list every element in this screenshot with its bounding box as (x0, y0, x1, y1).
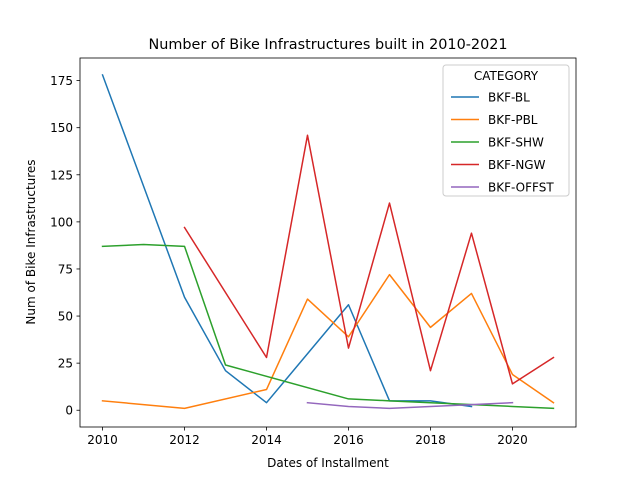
legend-title: CATEGORY (474, 69, 539, 83)
y-tick-label: 75 (58, 262, 73, 276)
x-tick-label: 2016 (333, 433, 364, 447)
legend-label: BKF-BL (488, 91, 530, 105)
y-tick-label: 125 (50, 168, 73, 182)
x-axis-label: Dates of Installment (267, 456, 389, 470)
y-tick-label: 0 (65, 404, 73, 418)
legend: CATEGORY BKF-BLBKF-PBLBKF-SHWBKF-NGWBKF-… (442, 64, 570, 197)
y-tick-label: 150 (50, 121, 73, 135)
x-tick-label: 2020 (497, 433, 528, 447)
series-line-bkf-shw (101, 243, 555, 410)
axes-frame (79, 57, 577, 428)
x-tick-label: 2010 (87, 433, 118, 447)
x-axis-ticks: 2010 2012 2014 2016 2018 2020 (87, 427, 528, 447)
series-line-bkf-bl (101, 73, 473, 408)
y-tick-label: 25 (58, 357, 73, 371)
x-tick-label: 2014 (251, 433, 282, 447)
y-axis-label: Num of Bike Infrastructures (24, 159, 38, 324)
y-axis-ticks: 0 25 50 75 100 125 150 175 (50, 74, 80, 418)
y-tick-label: 100 (50, 215, 73, 229)
x-tick-label: 2012 (169, 433, 200, 447)
series-line-bkf-offst (306, 401, 514, 410)
legend-label: BKF-OFFST (488, 181, 554, 195)
series-line-bkf-ngw (183, 134, 555, 385)
legend-label: BKF-PBL (488, 113, 538, 127)
chart-title: Number of Bike Infrastructures built in … (148, 37, 507, 53)
y-tick-label: 175 (50, 74, 73, 88)
y-tick-label: 50 (58, 310, 73, 324)
plot-area (79, 57, 577, 428)
legend-label: BKF-NGW (488, 158, 546, 172)
legend-entries: BKF-BL BKF-PBL BKF-SHW BKF-NGW BKF-OFFST (451, 91, 554, 195)
legend-label: BKF-SHW (488, 136, 544, 150)
x-tick-label: 2018 (415, 433, 446, 447)
series-line-bkf-pbl (101, 273, 555, 410)
legend-box (442, 64, 570, 197)
